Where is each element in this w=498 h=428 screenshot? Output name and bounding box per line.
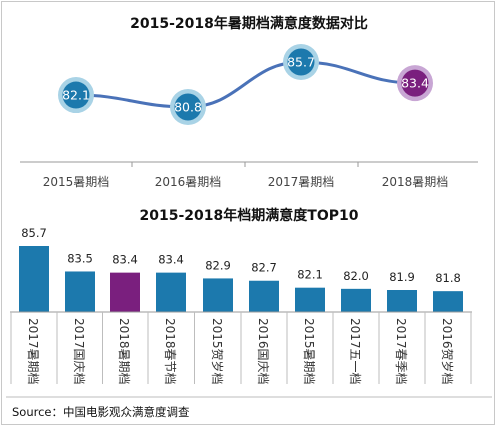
point-label-4: 83.4 [401, 76, 429, 91]
bar-category-label-3: 2018暑期档 [117, 318, 131, 385]
point-marker-3 [287, 48, 315, 76]
bar-value-label-3: 83.4 [112, 253, 138, 267]
bar-value-label-6: 82.7 [251, 261, 277, 275]
point-label-2: 80.8 [174, 100, 202, 115]
bar-2 [65, 271, 95, 312]
line-x-label-1: 2015暑期档 [43, 175, 110, 189]
bar-category-label-7: 2015暑期档 [302, 318, 316, 385]
bar-category-label-4: 2018春节档 [163, 318, 177, 385]
point-label-1: 82.1 [62, 88, 90, 103]
point-label-3: 85.7 [287, 55, 315, 70]
bar-value-label-2: 83.5 [67, 251, 93, 265]
line-x-label-4: 2018暑期档 [382, 175, 449, 189]
line-x-label-3: 2017暑期档 [268, 175, 335, 189]
bar-5 [203, 278, 233, 312]
bar-chart-title: 2015-2018年档期满意度TOP10 [140, 207, 359, 224]
bar-10 [433, 291, 463, 312]
point-marker-1 [62, 81, 90, 109]
bar-value-label-10: 81.8 [435, 271, 461, 285]
series-line [75, 60, 416, 109]
bar-9 [387, 290, 417, 312]
bar-3 [110, 272, 140, 312]
line-chart-title: 2015-2018年暑期档满意度数据对比 [130, 15, 368, 32]
bar-category-label-2: 2017国庆档 [72, 318, 86, 385]
bar-8 [341, 288, 371, 312]
bar-category-label-1: 2017暑期档 [26, 318, 40, 385]
bar-category-label-6: 2016国庆档 [256, 318, 270, 385]
bar-value-label-4: 83.4 [158, 253, 184, 267]
bar-value-label-8: 82.0 [343, 269, 369, 283]
bar-value-label-7: 82.1 [297, 268, 323, 282]
line-x-label-2: 2016暑期档 [155, 175, 222, 189]
bar-chart: 85.7 2017暑期档 83.5 2017国庆档 83.4 2018暑期档 83.4 201… [10, 226, 472, 385]
bar-4 [156, 272, 186, 312]
bar-6 [249, 280, 279, 312]
bar-category-label-5: 2015贺岁档 [210, 318, 225, 385]
bar-7 [295, 287, 325, 312]
bar-category-label-9: 2017春季档 [394, 318, 408, 385]
line-chart: 82.1 2015暑期档 80.8 2016暑期档 85.7 2017暑期档 83.4 201… [20, 44, 478, 189]
bar-1 [19, 246, 49, 312]
bar-value-label-1: 85.7 [21, 226, 47, 240]
point-marker-2 [174, 93, 202, 121]
source-note: Source：中国电影观众满意度调查 [12, 405, 190, 419]
chart-canvas: 2015-2018年暑期档满意度数据对比 82.1 2015暑期档 80.8 2016… [6, 15, 492, 419]
bar-value-label-9: 81.9 [389, 270, 415, 284]
bar-category-label-10: 2016贺岁档 [440, 318, 455, 385]
point-marker-4 [401, 69, 429, 97]
bar-category-label-8: 2017五一档 [348, 318, 362, 385]
bar-value-label-5: 82.9 [205, 258, 231, 272]
